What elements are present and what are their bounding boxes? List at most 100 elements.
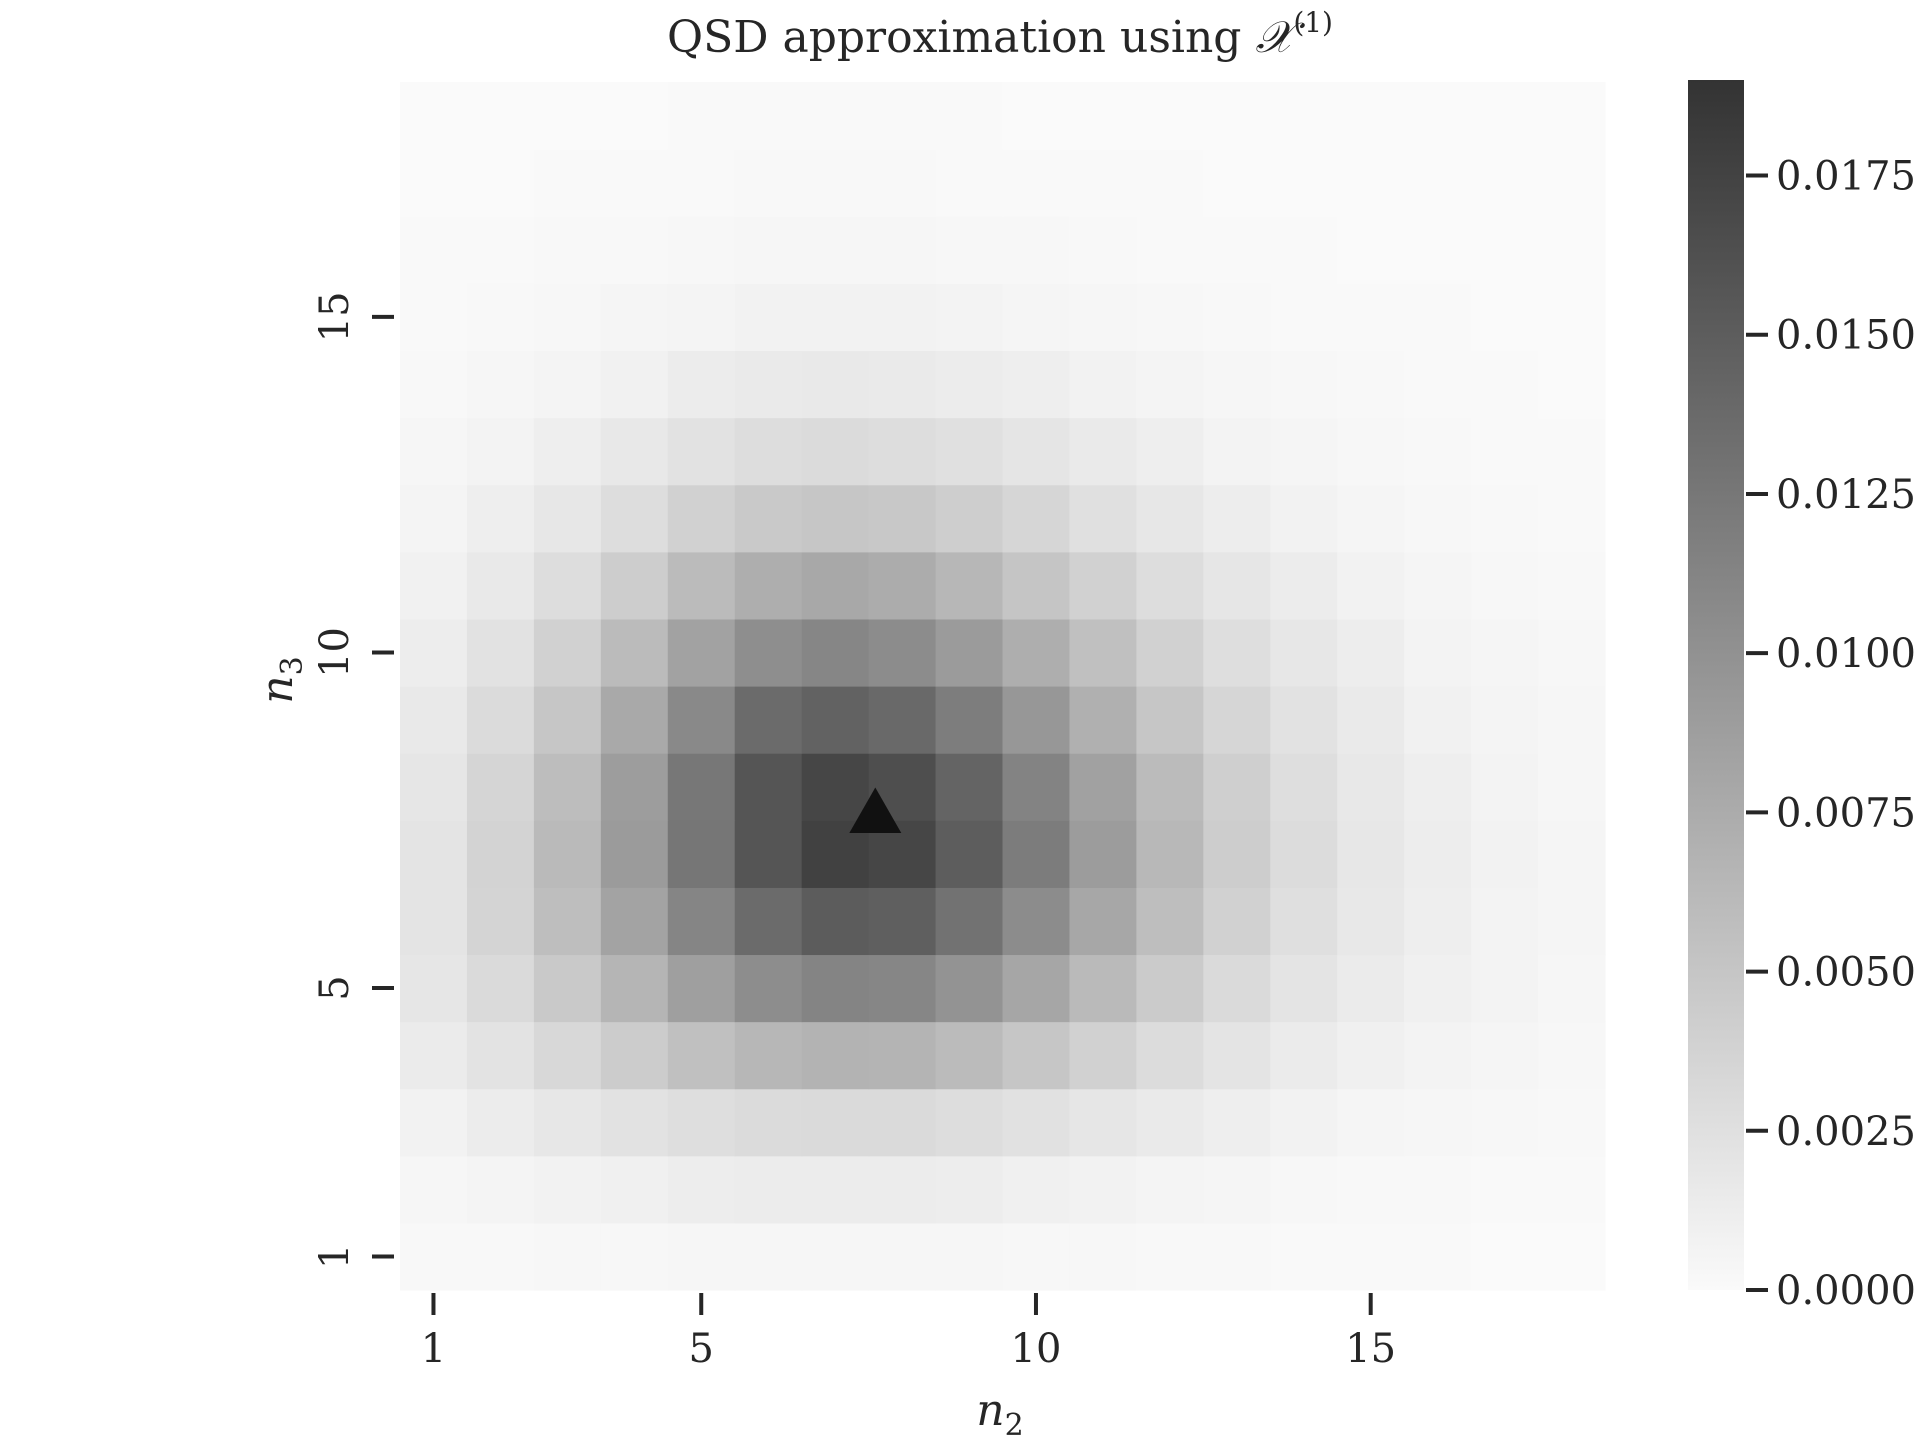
heatmap-cell-n2-15-n3-9 bbox=[1337, 686, 1405, 754]
heatmap-cell-n2-4-n3-13 bbox=[600, 417, 669, 486]
colorbar-tick-label-5: 0.0125 bbox=[1776, 472, 1916, 518]
heatmap-cell-n2-2-n3-16 bbox=[466, 216, 535, 284]
heatmap-cell-n2-13-n3-6 bbox=[1203, 887, 1271, 956]
heatmap-cell-n2-5-n3-11 bbox=[667, 551, 736, 620]
heatmap-cell-n2-1-n3-10 bbox=[400, 618, 468, 687]
heatmap-cell-n2-5-n3-12 bbox=[667, 484, 736, 553]
chart-title-superscript: (1) bbox=[1293, 6, 1333, 39]
heatmap-cell-n2-6-n3-18 bbox=[734, 82, 803, 150]
heatmap-cell-n2-3-n3-3 bbox=[533, 1088, 602, 1157]
heatmap-cell-n2-2-n3-13 bbox=[466, 417, 535, 486]
heatmap-cell-n2-9-n3-14 bbox=[935, 350, 1004, 419]
heatmap-cell-n2-4-n3-10 bbox=[600, 618, 669, 687]
peak-marker-triangle bbox=[849, 787, 902, 834]
y-tick-label-5: 5 bbox=[312, 975, 358, 1000]
heatmap-cell-n2-14-n3-8 bbox=[1270, 753, 1338, 821]
heatmap-cell-n2-18-n3-9 bbox=[1538, 686, 1606, 754]
heatmap-cell-n2-8-n3-2 bbox=[868, 1155, 937, 1224]
heatmap-cell-n2-18-n3-3 bbox=[1538, 1088, 1606, 1157]
heatmap-cell-n2-3-n3-13 bbox=[533, 417, 602, 486]
heatmap-cell-n2-3-n3-16 bbox=[533, 216, 602, 284]
colorbar-tick-label-6: 0.0150 bbox=[1776, 313, 1916, 359]
heatmap-cell-n2-14-n3-10 bbox=[1270, 618, 1338, 687]
heatmap-cell-n2-2-n3-14 bbox=[466, 350, 535, 419]
heatmap-cell-n2-16-n3-15 bbox=[1404, 283, 1472, 352]
heatmap-cell-n2-16-n3-14 bbox=[1404, 350, 1472, 419]
heatmap-cell-n2-7-n3-5 bbox=[801, 954, 870, 1023]
x-tick-label-5: 5 bbox=[689, 1326, 714, 1372]
heatmap-cell-n2-2-n3-12 bbox=[466, 484, 535, 553]
heatmap-cell-n2-2-n3-18 bbox=[466, 82, 535, 150]
heatmap-cell-n2-3-n3-11 bbox=[533, 551, 602, 620]
heatmap-cell-n2-4-n3-7 bbox=[600, 820, 669, 888]
heatmap-cell-n2-12-n3-12 bbox=[1136, 484, 1204, 553]
heatmap-cell-n2-15-n3-18 bbox=[1337, 82, 1405, 150]
heatmap-cell-n2-17-n3-10 bbox=[1471, 618, 1539, 687]
heatmap-cell-n2-15-n3-2 bbox=[1337, 1155, 1405, 1224]
heatmap-cell-n2-17-n3-15 bbox=[1471, 283, 1539, 352]
heatmap-cell-n2-10-n3-8 bbox=[1002, 753, 1071, 821]
colorbar-tick-label-7: 0.0175 bbox=[1776, 154, 1916, 200]
heatmap-cell-n2-2-n3-4 bbox=[466, 1021, 535, 1090]
heatmap-cell-n2-1-n3-18 bbox=[400, 82, 468, 150]
heatmap-cell-n2-11-n3-4 bbox=[1069, 1021, 1137, 1090]
heatmap-cell-n2-16-n3-12 bbox=[1404, 484, 1472, 553]
heatmap-cell-n2-15-n3-12 bbox=[1337, 484, 1405, 553]
heatmap-cell-n2-16-n3-16 bbox=[1404, 216, 1472, 284]
heatmap-cell-n2-12-n3-1 bbox=[1136, 1222, 1204, 1291]
heatmap-cell-n2-6-n3-6 bbox=[734, 887, 803, 956]
heatmap-cell-n2-9-n3-8 bbox=[935, 753, 1004, 821]
heatmap-cell-n2-5-n3-7 bbox=[667, 820, 736, 888]
heatmap-cell-n2-2-n3-7 bbox=[466, 820, 535, 888]
heatmap-cell-n2-3-n3-18 bbox=[533, 82, 602, 150]
heatmap-cell-n2-7-n3-4 bbox=[801, 1021, 870, 1090]
heatmap-cell-n2-5-n3-8 bbox=[667, 753, 736, 821]
heatmap-cell-n2-7-n3-14 bbox=[801, 350, 870, 419]
heatmap-cell-n2-11-n3-16 bbox=[1069, 216, 1137, 284]
heatmap-cell-n2-14-n3-11 bbox=[1270, 551, 1338, 620]
heatmap-cell-n2-12-n3-16 bbox=[1136, 216, 1204, 284]
heatmap-cell-n2-1-n3-7 bbox=[400, 820, 468, 888]
heatmap-cell-n2-5-n3-2 bbox=[667, 1155, 736, 1224]
heatmap-cell-n2-9-n3-15 bbox=[935, 283, 1004, 352]
heatmap-cell-n2-11-n3-12 bbox=[1069, 484, 1137, 553]
heatmap-cell-n2-12-n3-8 bbox=[1136, 753, 1204, 821]
heatmap-cell-n2-14-n3-1 bbox=[1270, 1222, 1338, 1291]
heatmap-cell-n2-4-n3-17 bbox=[600, 149, 669, 217]
heatmap-cell-n2-6-n3-3 bbox=[734, 1088, 803, 1157]
heatmap-cell-n2-11-n3-15 bbox=[1069, 283, 1137, 352]
heatmap-cell-n2-6-n3-11 bbox=[734, 551, 803, 620]
heatmap-cell-n2-5-n3-18 bbox=[667, 82, 736, 150]
heatmap-cell-n2-17-n3-18 bbox=[1471, 82, 1539, 150]
heatmap-cell-n2-6-n3-17 bbox=[734, 149, 803, 217]
heatmap-cell-n2-12-n3-13 bbox=[1136, 417, 1204, 486]
heatmap-cell-n2-12-n3-9 bbox=[1136, 686, 1204, 754]
heatmap-cell-n2-1-n3-12 bbox=[400, 484, 468, 553]
heatmap-cell-n2-8-n3-12 bbox=[868, 484, 937, 553]
heatmap-cell-n2-13-n3-15 bbox=[1203, 283, 1271, 352]
heatmap-cell-n2-10-n3-10 bbox=[1002, 618, 1071, 687]
heatmap-cell-n2-3-n3-17 bbox=[533, 149, 602, 217]
heatmap-cell-n2-8-n3-13 bbox=[868, 417, 937, 486]
heatmap-cell-n2-14-n3-15 bbox=[1270, 283, 1338, 352]
heatmap-cell-n2-10-n3-14 bbox=[1002, 350, 1071, 419]
heatmap-cell-n2-13-n3-8 bbox=[1203, 753, 1271, 821]
heatmap-cell-n2-10-n3-18 bbox=[1002, 82, 1071, 150]
heatmap-cell-n2-5-n3-14 bbox=[667, 350, 736, 419]
heatmap-cell-n2-15-n3-13 bbox=[1337, 417, 1405, 486]
heatmap-cell-n2-3-n3-15 bbox=[533, 283, 602, 352]
heatmap-cell-n2-15-n3-14 bbox=[1337, 350, 1405, 419]
heatmap-cell-n2-2-n3-5 bbox=[466, 954, 535, 1023]
heatmap-cell-n2-17-n3-6 bbox=[1471, 887, 1539, 956]
heatmap-cell-n2-11-n3-11 bbox=[1069, 551, 1137, 620]
heatmap-cell-n2-18-n3-11 bbox=[1538, 551, 1606, 620]
heatmap-cell-n2-1-n3-2 bbox=[400, 1155, 468, 1224]
heatmap-cell-n2-4-n3-12 bbox=[600, 484, 669, 553]
heatmap-cell-n2-13-n3-18 bbox=[1203, 82, 1271, 150]
heatmap-cell-n2-5-n3-3 bbox=[667, 1088, 736, 1157]
heatmap-cell-n2-17-n3-2 bbox=[1471, 1155, 1539, 1224]
heatmap-cell-n2-5-n3-15 bbox=[667, 283, 736, 352]
heatmap-cell-n2-9-n3-11 bbox=[935, 551, 1004, 620]
